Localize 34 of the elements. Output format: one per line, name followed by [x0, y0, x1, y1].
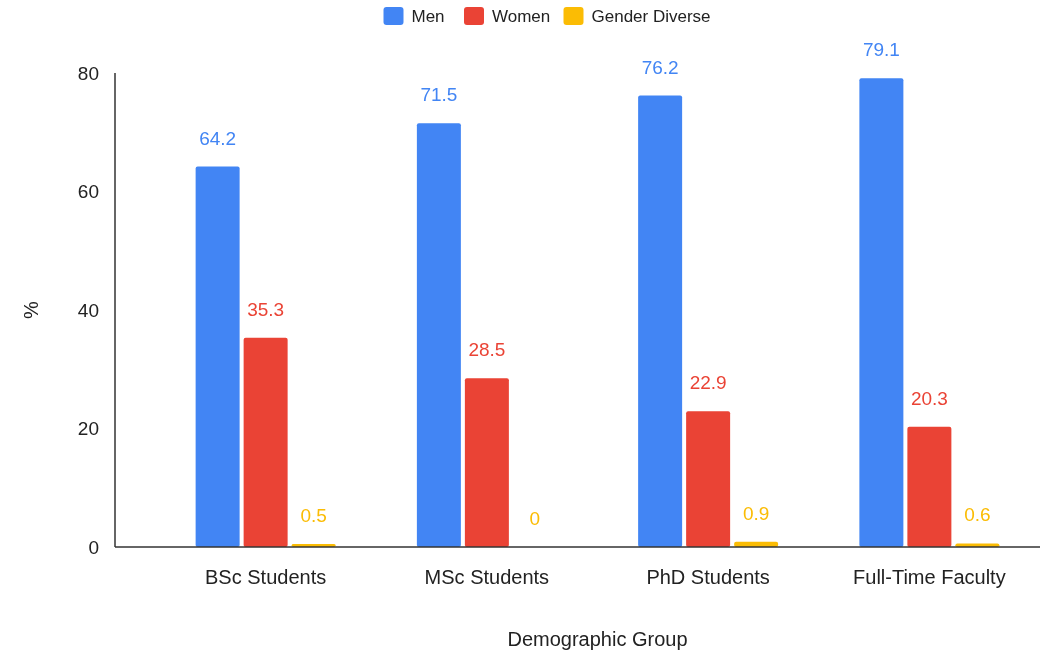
y-tick-label: 40	[77, 299, 99, 321]
data-label: 0	[529, 508, 541, 529]
bar	[416, 123, 461, 547]
data-label: 28.5	[468, 339, 506, 361]
data-label: 0.5	[300, 505, 327, 527]
bar	[464, 378, 509, 547]
data-label: 22.9	[689, 372, 727, 394]
y-tick-label: 60	[77, 181, 99, 203]
data-label: 64.2	[199, 127, 237, 149]
x-tick-label: Full-Time Faculty	[853, 566, 1006, 588]
y-tick-label: 0	[88, 536, 99, 558]
bar	[638, 95, 683, 547]
data-label: 0.9	[742, 502, 770, 524]
data-label: 20.3	[910, 387, 948, 409]
y-axis-title: %	[20, 300, 42, 319]
legend-label: Men	[411, 6, 445, 26]
legend-label: Women	[492, 6, 551, 26]
y-tick-label: 80	[77, 62, 99, 84]
data-label: 79.1	[862, 39, 900, 61]
bar	[859, 78, 904, 547]
bar	[243, 337, 288, 547]
bar	[686, 411, 731, 547]
x-tick-label: PhD Students	[646, 566, 770, 588]
legend-label: Gender Diverse	[591, 6, 711, 26]
bar	[195, 166, 240, 547]
y-tick-label: 20	[77, 418, 99, 440]
data-label: 71.5	[420, 84, 458, 106]
x-tick-label: MSc Students	[424, 566, 550, 588]
data-label: 0.6	[964, 504, 991, 526]
x-axis-title: Demographic Group	[507, 628, 688, 650]
bar	[907, 426, 952, 547]
data-label: 76.2	[641, 56, 679, 78]
data-label: 35.3	[247, 298, 285, 320]
x-tick-label: BSc Students	[205, 566, 327, 588]
